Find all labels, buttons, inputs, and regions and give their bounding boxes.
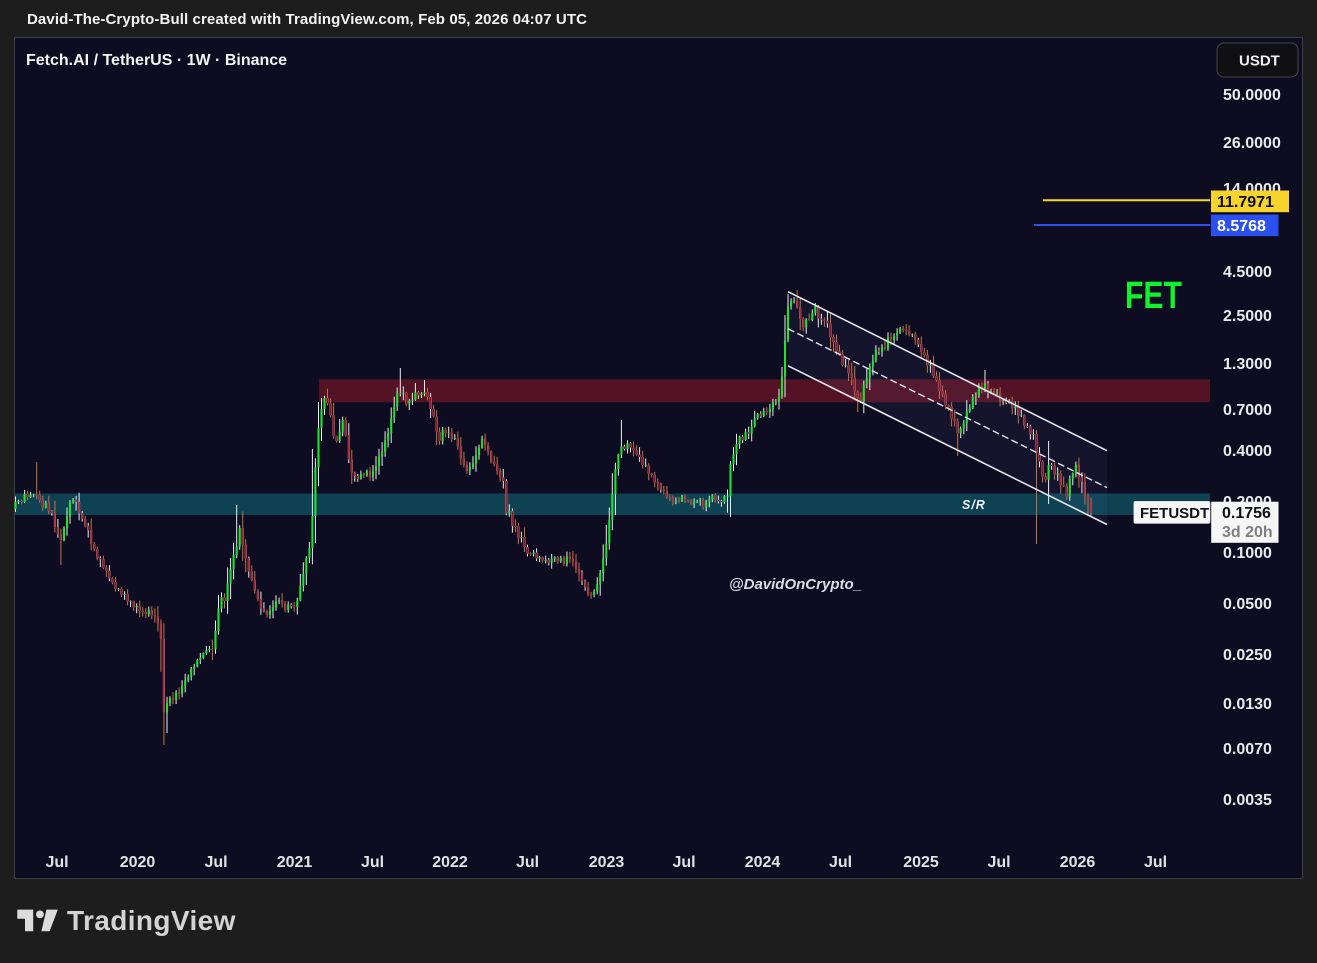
svg-text:Jul: Jul [45,854,68,871]
svg-text:0.0070: 0.0070 [1223,741,1272,758]
svg-text:0.1000: 0.1000 [1223,545,1272,562]
svg-text:8.5768: 8.5768 [1217,218,1266,235]
svg-text:Jul: Jul [361,854,384,871]
svg-text:4.5000: 4.5000 [1223,264,1272,281]
svg-text:0.0500: 0.0500 [1223,596,1272,613]
svg-text:2026: 2026 [1060,854,1096,871]
svg-text:0.0035: 0.0035 [1223,792,1272,809]
svg-text:11.7971: 11.7971 [1217,194,1274,211]
svg-text:1.3000: 1.3000 [1223,356,1272,373]
svg-text:0.7000: 0.7000 [1223,402,1272,419]
svg-text:Jul: Jul [204,854,227,871]
svg-text:Jul: Jul [672,854,695,871]
svg-text:2023: 2023 [589,854,625,871]
svg-text:0.1756: 0.1756 [1222,505,1271,522]
svg-text:Jul: Jul [987,854,1010,871]
svg-text:50.0000: 50.0000 [1223,87,1281,104]
svg-text:2024: 2024 [745,854,781,871]
svg-text:2020: 2020 [120,854,156,871]
svg-text:FETUSDT: FETUSDT [1140,505,1209,522]
svg-text:0.0130: 0.0130 [1223,696,1272,713]
svg-text:Jul: Jul [1144,854,1167,871]
svg-text:2022: 2022 [432,854,468,871]
svg-text:3d 20h: 3d 20h [1222,524,1273,541]
svg-text:2.5000: 2.5000 [1223,308,1272,325]
svg-text:@DavidOnCrypto_: @DavidOnCrypto_ [729,576,862,593]
svg-text:Jul: Jul [516,854,539,871]
svg-text:USDT: USDT [1239,53,1280,70]
svg-text:26.0000: 26.0000 [1223,135,1281,152]
svg-text:2021: 2021 [277,854,313,871]
svg-text:0.4000: 0.4000 [1223,443,1272,460]
svg-text:Jul: Jul [829,854,852,871]
svg-text:Fetch.AI / TetherUS · 1W · Bin: Fetch.AI / TetherUS · 1W · Binance [26,52,287,69]
svg-text:FET: FET [1125,275,1182,317]
svg-text:S/R: S/R [962,498,986,512]
svg-text:0.0250: 0.0250 [1223,647,1272,664]
svg-text:2025: 2025 [903,854,939,871]
